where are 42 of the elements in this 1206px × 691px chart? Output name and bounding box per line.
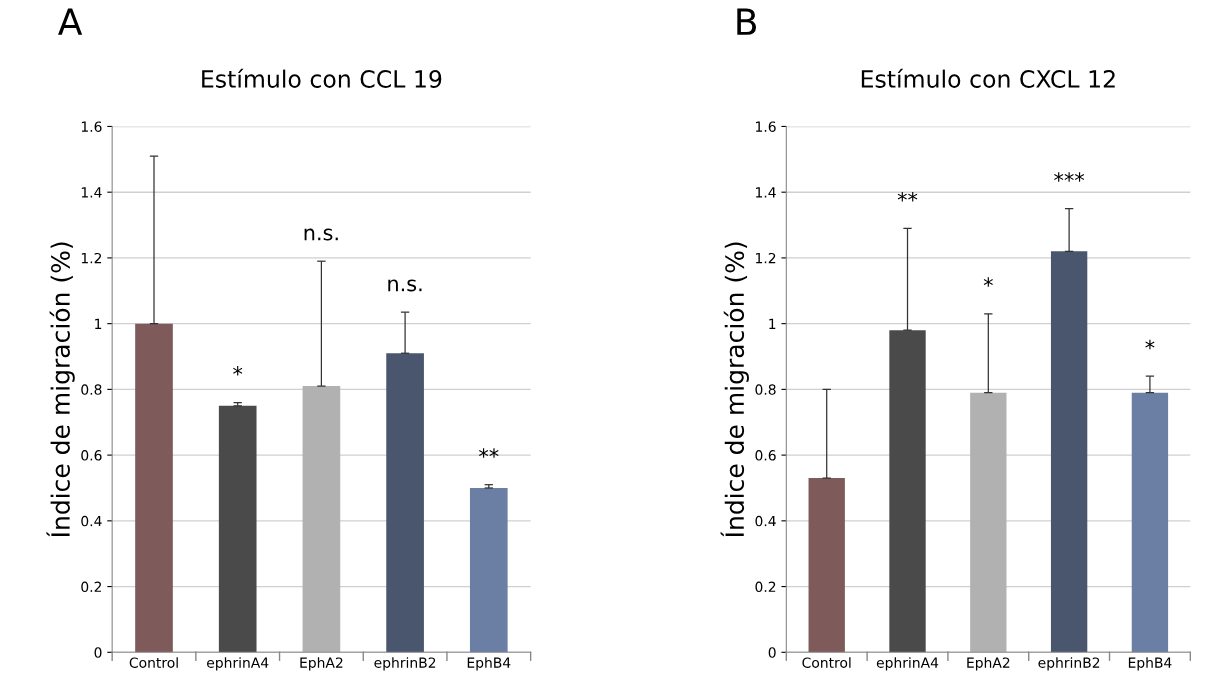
x-tick-label: Control xyxy=(802,657,851,668)
y-tick-label: 0 xyxy=(768,647,776,658)
y-tick-label: 1.4 xyxy=(81,187,102,198)
y-tick-label: 1.2 xyxy=(756,252,776,264)
text: A xyxy=(58,8,83,35)
y-tick-label: 1 xyxy=(95,318,102,329)
annotation: n.s. xyxy=(388,279,422,292)
annotation: ** xyxy=(479,448,499,458)
y-tick-label: 1.6 xyxy=(81,121,102,132)
y-tick-label: 1.2 xyxy=(81,252,102,264)
x-tick-label: Control xyxy=(129,657,178,668)
x-tick-label: EphA2 xyxy=(967,657,1010,671)
chart-title: Estímulo con CCL 19 xyxy=(202,68,442,88)
y-tick-label: 1.4 xyxy=(756,187,776,198)
annotation: * xyxy=(983,277,993,287)
text: B xyxy=(737,8,757,35)
annotation: * xyxy=(233,366,243,376)
y-axis-title: Índice de migración (%) xyxy=(720,242,749,537)
y-tick-label: 0.4 xyxy=(755,515,776,527)
y-tick-label: 0.8 xyxy=(81,384,102,395)
x-tick-label: ephrinB2 xyxy=(374,657,436,671)
y-tick-label: 0.6 xyxy=(81,450,102,461)
y-axis-title: Índice de migración (%) xyxy=(46,242,75,537)
x-tick-label: EphA2 xyxy=(300,657,343,671)
y-tick-label: 0.8 xyxy=(755,384,776,395)
y-tick-label: 0 xyxy=(94,647,102,658)
y-tick-label: 0.6 xyxy=(755,450,776,461)
annotation: * xyxy=(1145,339,1155,350)
x-tick-label: ephrinB2 xyxy=(1038,657,1100,671)
y-tick-label: 0.2 xyxy=(81,581,102,593)
x-tick-label: EphB4 xyxy=(1128,657,1172,671)
y-tick-label: 0.4 xyxy=(81,515,102,527)
annotation: n.s. xyxy=(304,228,338,241)
x-tick-label: ephrinA4 xyxy=(207,657,269,671)
annotation: ** xyxy=(897,191,918,202)
chart-title: Estímulo con CXCL 12 xyxy=(861,68,1115,88)
y-tick-label: 1.6 xyxy=(756,121,776,132)
y-tick-label: 1 xyxy=(769,318,776,329)
y-tick-label: 0.2 xyxy=(755,581,776,593)
annotation: *** xyxy=(1054,172,1085,182)
x-tick-label: ephrinA4 xyxy=(876,657,939,671)
x-tick-label: EphB4 xyxy=(467,657,511,671)
